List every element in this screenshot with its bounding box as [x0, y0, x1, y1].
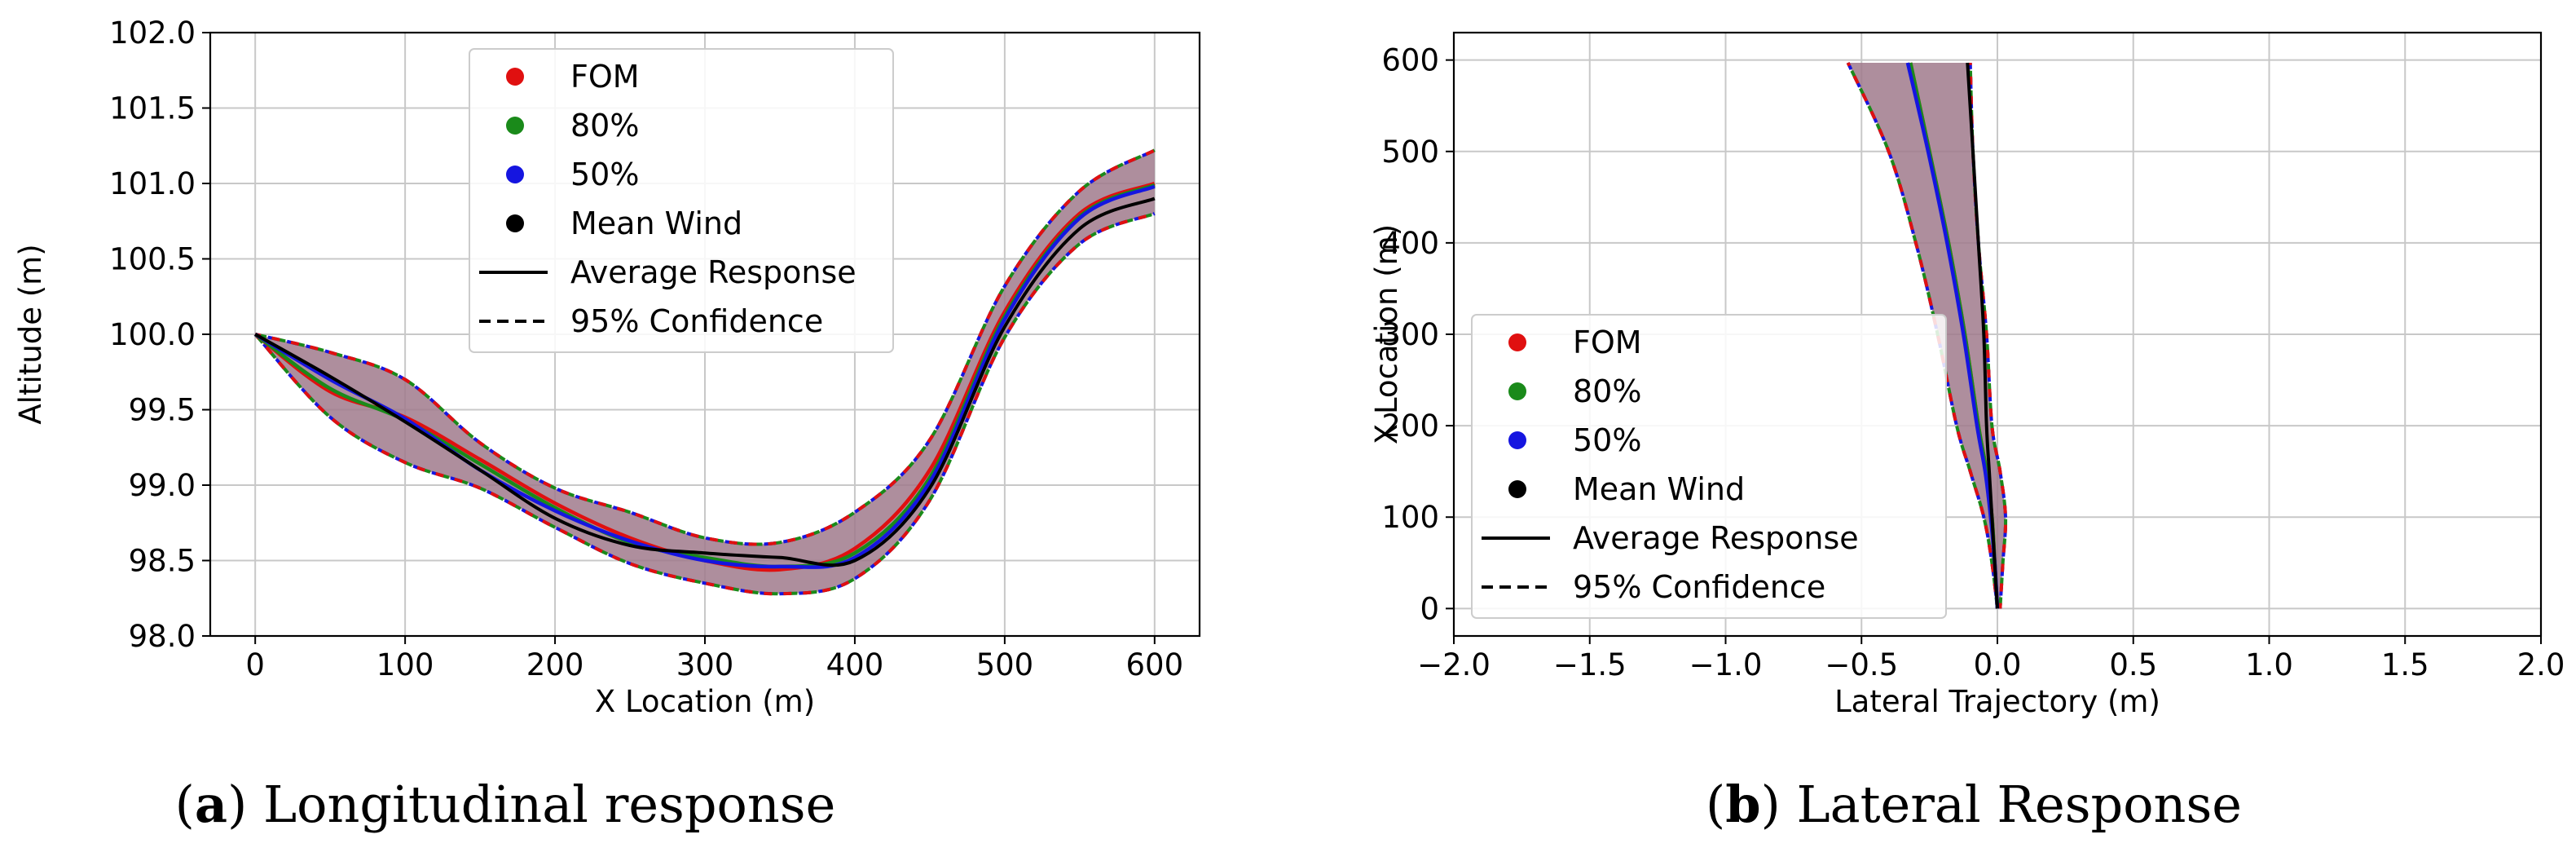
- x-tick-label: 0: [245, 647, 265, 682]
- caption-a: (a) Longitudinal response: [175, 775, 836, 834]
- legend-confidence-label: 95% Confidence: [570, 303, 823, 339]
- legend: FOM 80% 50% Mean Wind Average Response 95% Co…: [469, 48, 894, 353]
- y-tick-label: 100.0: [109, 317, 196, 352]
- legend-fom-label: FOM: [570, 59, 640, 95]
- x-tick-label: 600: [1126, 647, 1184, 682]
- legend-mean-wind-label: Mean Wind: [570, 205, 742, 241]
- x-axis-label: X Location (m): [595, 684, 815, 719]
- legend-50-label: 50%: [1573, 422, 1641, 458]
- legend-frame: [469, 48, 894, 353]
- x-tick-label: 0.0: [1974, 647, 2022, 682]
- legend-confidence-label: 95% Confidence: [1573, 569, 1825, 605]
- legend-80-label: 80%: [570, 108, 639, 144]
- y-tick-label: 101.5: [109, 91, 196, 126]
- line-50: [254, 184, 1156, 569]
- chart-longitudinal: 0 100 200 300 400 500 600 98.0 98.5 99.0 99.5 100.0…: [13, 15, 1201, 719]
- x-tick-label: 2.0: [2517, 647, 2565, 682]
- y-tick-label: 98.0: [129, 619, 196, 654]
- legend-mean-wind-marker: [506, 214, 524, 232]
- x-tick-label: 1.5: [2381, 647, 2429, 682]
- x-tick-label: −1.0: [1689, 647, 1763, 682]
- legend-fom-label: FOM: [1573, 325, 1642, 360]
- x-tick-label: −0.5: [1825, 647, 1898, 682]
- chart-lateral: −2.0 −1.5 −1.0 −0.5 0.0 0.5 1.0 1.5 2.0 0 100 200 30…: [1369, 31, 2565, 719]
- line-mean-wind: [254, 196, 1156, 567]
- confidence-boundary-upper-fom: [254, 148, 1156, 546]
- legend-fom-marker: [506, 68, 524, 86]
- x-tick-label: −2.0: [1417, 647, 1491, 682]
- confidence-boundary-lower-fom: [253, 212, 1156, 596]
- line-mean-wind: [1966, 62, 1999, 609]
- y-tick-label: 600: [1381, 43, 1439, 78]
- confidence-boundary-lower-80: [1968, 62, 2008, 609]
- legend: FOM 80% 50% Mean Wind Average Response 95% Co…: [1471, 314, 1947, 619]
- y-tick-label: 101.0: [109, 166, 196, 201]
- legend-50-marker: [506, 166, 524, 183]
- caption-b: (b) Lateral Response: [1706, 775, 2242, 834]
- legend-frame: [1471, 314, 1947, 619]
- x-tick-label: 100: [376, 647, 434, 682]
- legend-mean-wind-marker: [1508, 480, 1526, 498]
- y-tick-label: 99.5: [129, 393, 196, 428]
- legend-50-label: 50%: [570, 157, 639, 192]
- legend-average-response-label: Average Response: [1573, 520, 1859, 556]
- x-tick-label: 400: [826, 647, 884, 682]
- y-tick-label: 100: [1381, 500, 1439, 535]
- x-tick-label: 500: [976, 647, 1034, 682]
- legend-80-marker: [1508, 382, 1526, 400]
- y-axis-label: Altitude (m): [13, 244, 48, 424]
- y-tick-label: 102.0: [109, 15, 196, 51]
- y-tick-label: 400: [1381, 226, 1439, 261]
- x-tick-label: −1.5: [1553, 647, 1627, 682]
- legend-80-marker: [506, 117, 524, 135]
- x-tick-label: 300: [676, 647, 734, 682]
- y-tick-label: 98.5: [129, 544, 196, 579]
- x-tick-label: 1.0: [2245, 647, 2293, 682]
- y-tick-label: 500: [1381, 135, 1439, 170]
- legend-mean-wind-label: Mean Wind: [1573, 471, 1745, 507]
- confidence-boundary-upper-80: [1846, 62, 1999, 609]
- y-tick-label: 0: [1420, 591, 1439, 626]
- x-axis-label: Lateral Trajectory (m): [1834, 684, 2160, 719]
- x-tick-label: 0.5: [2109, 647, 2157, 682]
- y-tick-label: 100.5: [109, 242, 196, 277]
- confidence-band: [1847, 63, 2006, 609]
- y-tick-label: 200: [1381, 408, 1439, 444]
- y-tick-label: 300: [1381, 317, 1439, 352]
- x-tick-label: 200: [526, 647, 584, 682]
- legend-average-response-label: Average Response: [570, 254, 856, 290]
- y-axis-label: X Location (m): [1369, 224, 1404, 444]
- legend-fom-marker: [1508, 333, 1526, 351]
- legend-50-marker: [1508, 431, 1526, 449]
- y-tick-label: 99.0: [129, 468, 196, 503]
- legend-80-label: 80%: [1573, 373, 1641, 409]
